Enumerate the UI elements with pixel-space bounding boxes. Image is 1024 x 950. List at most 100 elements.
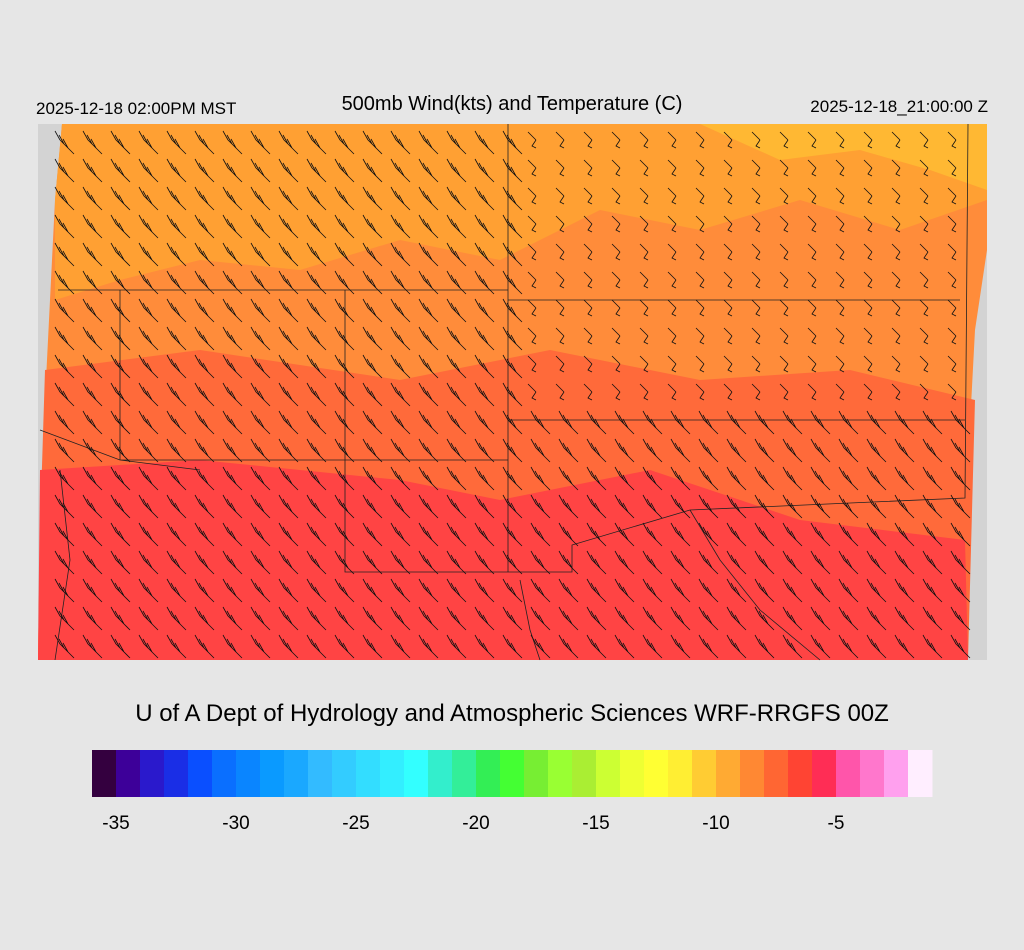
wind-barb — [779, 299, 789, 317]
wind-barb — [362, 522, 383, 547]
wind-barb — [138, 466, 159, 491]
wind-barb — [555, 271, 565, 289]
wind-barb — [250, 158, 271, 183]
wind-barb — [250, 298, 271, 323]
wind-barb — [947, 383, 957, 401]
wind-barb — [222, 466, 243, 491]
wind-barb — [751, 355, 761, 373]
wind-barb — [250, 382, 271, 407]
wind-barb — [782, 606, 803, 631]
wind-barb — [222, 354, 243, 379]
wind-barb — [502, 438, 523, 463]
wind-barb — [362, 158, 383, 183]
wind-barb — [278, 326, 299, 351]
wind-barb — [894, 438, 915, 463]
wind-barb — [779, 271, 789, 289]
wind-barb — [446, 494, 467, 519]
wind-barb — [278, 382, 299, 407]
wind-barb — [166, 186, 187, 211]
wind-barb — [807, 159, 817, 177]
wind-barb — [278, 298, 299, 323]
wind-barb — [418, 578, 439, 603]
wind-barb — [138, 130, 159, 155]
wind-barb — [110, 214, 131, 239]
wind-barb — [919, 131, 929, 149]
wind-barb — [950, 634, 971, 659]
wind-barb — [250, 606, 271, 631]
colorbar-box — [644, 750, 669, 797]
colorbar-box — [860, 750, 885, 797]
wind-barb — [919, 383, 929, 401]
wind-barb — [306, 186, 327, 211]
wind-barb — [502, 382, 523, 407]
wind-barb — [418, 522, 439, 547]
wind-barb — [639, 159, 649, 177]
wind-barb — [670, 410, 691, 435]
wind-barb — [306, 494, 327, 519]
wind-barb — [639, 327, 649, 345]
wind-barb — [947, 271, 957, 289]
colorbar-box — [500, 750, 525, 797]
wind-barb — [527, 159, 537, 177]
wind-barb — [670, 466, 691, 491]
wind-barb — [754, 550, 775, 575]
wind-barb — [54, 186, 75, 211]
wind-barb — [446, 410, 467, 435]
wind-barb — [586, 634, 607, 659]
wind-barb — [695, 131, 705, 149]
wind-barb — [558, 410, 579, 435]
wind-barb — [446, 522, 467, 547]
wind-barb — [555, 383, 565, 401]
wind-barb — [754, 410, 775, 435]
wind-barb — [751, 131, 761, 149]
colorbar-box — [332, 750, 357, 797]
wind-barb — [922, 522, 943, 547]
wind-barb — [194, 578, 215, 603]
wind-barb — [614, 466, 635, 491]
wind-barb — [194, 522, 215, 547]
wind-barb — [250, 326, 271, 351]
wind-barb — [250, 214, 271, 239]
wind-barb — [639, 271, 649, 289]
wind-barb — [222, 606, 243, 631]
wind-barb — [667, 187, 677, 205]
wind-barb — [250, 354, 271, 379]
wind-barb — [555, 187, 565, 205]
colorbar-tick-label: -25 — [342, 813, 369, 834]
wind-barb — [418, 186, 439, 211]
wind-barb — [726, 606, 747, 631]
wind-barb — [82, 326, 103, 351]
wind-barb — [54, 522, 75, 547]
wind-barb — [698, 522, 719, 547]
wind-barb — [891, 215, 901, 233]
wind-barb — [950, 578, 971, 603]
colorbar-box — [164, 750, 189, 797]
wind-barb — [807, 215, 817, 233]
colorbar-box — [404, 750, 429, 797]
wind-barb — [474, 466, 495, 491]
wind-barb — [639, 355, 649, 373]
wind-barb — [334, 522, 355, 547]
wind-barb — [138, 494, 159, 519]
wind-barb — [418, 494, 439, 519]
wind-barb — [82, 438, 103, 463]
wind-barb — [278, 522, 299, 547]
wind-barb — [527, 355, 537, 373]
wind-barb — [726, 466, 747, 491]
wind-barb — [222, 214, 243, 239]
wind-barb — [527, 327, 537, 345]
wind-barb — [250, 186, 271, 211]
wind-barb — [835, 243, 845, 261]
wind-barb — [642, 578, 663, 603]
wind-barb — [166, 326, 187, 351]
wind-barb — [278, 550, 299, 575]
wind-barb — [418, 634, 439, 659]
wind-barb — [838, 522, 859, 547]
wind-barb — [390, 158, 411, 183]
wind-barb — [390, 186, 411, 211]
wind-barb — [583, 159, 593, 177]
wind-barb — [362, 438, 383, 463]
wind-barb — [810, 410, 831, 435]
wind-barb — [639, 243, 649, 261]
wind-barb — [754, 466, 775, 491]
